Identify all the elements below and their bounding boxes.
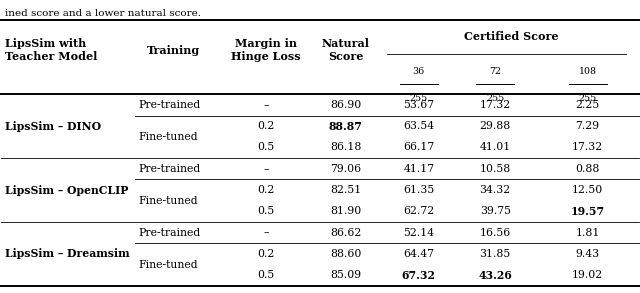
Text: 0.2: 0.2 — [257, 121, 275, 131]
Text: 82.51: 82.51 — [330, 185, 361, 195]
Text: 16.56: 16.56 — [479, 228, 511, 238]
Text: 61.35: 61.35 — [403, 185, 435, 195]
Text: LipsSim – DINO: LipsSim – DINO — [4, 121, 100, 132]
Text: –: – — [263, 228, 269, 238]
Text: Pre-trained: Pre-trained — [138, 164, 201, 174]
Text: 34.32: 34.32 — [479, 185, 511, 195]
Text: 53.67: 53.67 — [403, 100, 435, 110]
Text: Fine-tuned: Fine-tuned — [138, 132, 198, 142]
Text: 67.32: 67.32 — [402, 270, 436, 281]
Text: 9.43: 9.43 — [575, 249, 600, 259]
Text: Fine-tuned: Fine-tuned — [138, 196, 198, 206]
Text: 86.62: 86.62 — [330, 228, 361, 238]
Text: 64.47: 64.47 — [403, 249, 435, 259]
Text: LipsSim – OpenCLIP: LipsSim – OpenCLIP — [4, 185, 128, 195]
Text: 19.57: 19.57 — [571, 206, 605, 217]
Text: Certified Score: Certified Score — [464, 31, 559, 42]
Text: 255: 255 — [410, 94, 428, 103]
Text: 0.5: 0.5 — [257, 142, 275, 152]
Text: 255: 255 — [579, 94, 596, 103]
Text: ined score and a lower natural score.: ined score and a lower natural score. — [4, 9, 200, 18]
Text: 66.17: 66.17 — [403, 142, 435, 152]
Text: 12.50: 12.50 — [572, 185, 604, 195]
Text: 0.2: 0.2 — [257, 185, 275, 195]
Text: 7.29: 7.29 — [575, 121, 600, 131]
Text: Pre-trained: Pre-trained — [138, 100, 201, 110]
Text: 81.90: 81.90 — [330, 206, 361, 216]
Text: LipsSim – Dreamsim: LipsSim – Dreamsim — [4, 248, 129, 259]
Text: 0.5: 0.5 — [257, 270, 275, 280]
Text: 0.2: 0.2 — [257, 249, 275, 259]
Text: 88.87: 88.87 — [328, 121, 362, 132]
Text: Natural
Score: Natural Score — [321, 38, 369, 62]
Text: 29.88: 29.88 — [479, 121, 511, 131]
Text: 0.5: 0.5 — [257, 206, 275, 216]
Text: 72: 72 — [489, 67, 501, 76]
Text: 1.81: 1.81 — [575, 228, 600, 238]
Text: –: – — [263, 100, 269, 110]
Text: 88.60: 88.60 — [330, 249, 361, 259]
Text: Training: Training — [147, 45, 200, 55]
Text: 108: 108 — [579, 67, 596, 76]
Text: 31.85: 31.85 — [479, 249, 511, 259]
Text: 39.75: 39.75 — [480, 206, 511, 216]
Text: 10.58: 10.58 — [479, 164, 511, 174]
Text: 52.14: 52.14 — [403, 228, 435, 238]
Text: Fine-tuned: Fine-tuned — [138, 260, 198, 270]
Text: LipsSim with
Teacher Model: LipsSim with Teacher Model — [4, 38, 97, 62]
Text: 85.09: 85.09 — [330, 270, 361, 280]
Text: 79.06: 79.06 — [330, 164, 361, 174]
Text: 19.02: 19.02 — [572, 270, 604, 280]
Text: 62.72: 62.72 — [403, 206, 435, 216]
Text: 36: 36 — [413, 67, 425, 76]
Text: 255: 255 — [486, 94, 504, 103]
Text: 17.32: 17.32 — [572, 142, 604, 152]
Text: 63.54: 63.54 — [403, 121, 435, 131]
Text: 0.88: 0.88 — [575, 164, 600, 174]
Text: 41.01: 41.01 — [479, 142, 511, 152]
Text: 86.90: 86.90 — [330, 100, 361, 110]
Text: Margin in
Hinge Loss: Margin in Hinge Loss — [231, 38, 301, 62]
Text: Pre-trained: Pre-trained — [138, 228, 201, 238]
Text: –: – — [263, 164, 269, 174]
Text: 43.26: 43.26 — [478, 270, 512, 281]
Text: 2.25: 2.25 — [575, 100, 600, 110]
Text: 17.32: 17.32 — [479, 100, 511, 110]
Text: 86.18: 86.18 — [330, 142, 361, 152]
Text: 41.17: 41.17 — [403, 164, 435, 174]
